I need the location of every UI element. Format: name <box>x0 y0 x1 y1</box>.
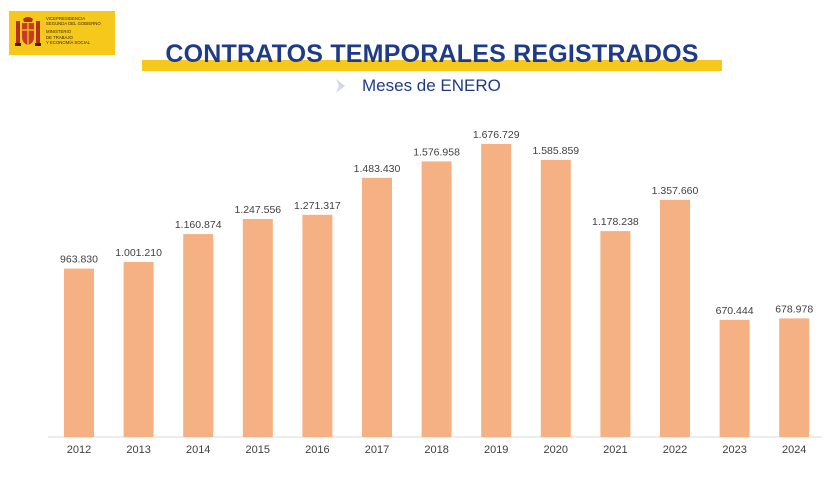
x-tick-label-2013: 2013 <box>126 444 150 456</box>
value-label-2022: 1.357.660 <box>652 185 699 197</box>
x-tick-label-2018: 2018 <box>424 444 448 456</box>
value-label-2020: 1.585.859 <box>532 145 579 157</box>
value-labels-group: 963.830 1.001.210 1.160.874 1.247.556 1.271.… <box>60 129 813 317</box>
value-label-2017: 1.483.430 <box>354 163 401 175</box>
bar-2012 <box>64 268 94 437</box>
x-tick-label-2015: 2015 <box>246 444 270 456</box>
x-tick-label-2016: 2016 <box>305 444 329 456</box>
bar-2017 <box>362 177 392 438</box>
x-tick-labels-group: 2012 2013 2014 2015 2016 2017 2018 2019 2020 2021… <box>67 444 807 456</box>
x-tick-label-2024: 2024 <box>782 444 806 456</box>
bar-2021 <box>600 231 631 437</box>
value-label-2023: 670.444 <box>716 305 754 317</box>
value-label-2016: 1.271.317 <box>294 200 341 212</box>
x-tick-label-2014: 2014 <box>186 444 210 456</box>
value-label-2013: 1.001.210 <box>115 247 162 259</box>
government-logo: VICEPRESIDENCIA SEGUNDA DEL GOBIERNO MIN… <box>9 11 115 55</box>
value-label-2018: 1.576.958 <box>413 146 460 158</box>
x-tick-label-2017: 2017 <box>365 444 389 456</box>
value-label-2019: 1.676.729 <box>473 129 520 141</box>
logo-line-5: Y ECONOMÍA SOCIAL <box>46 39 91 45</box>
bar-2016 <box>302 214 333 437</box>
bar-2018 <box>421 161 452 437</box>
logo-text: VICEPRESIDENCIA SEGUNDA DEL GOBIERNO MIN… <box>46 16 112 45</box>
bar-2015 <box>242 219 273 437</box>
x-tick-label-2021: 2021 <box>603 444 627 456</box>
bar-2022 <box>660 199 690 437</box>
logo-line-2: SEGUNDA DEL GOBIERNO <box>46 21 101 27</box>
x-tick-label-2023: 2023 <box>722 444 746 456</box>
bar-2020 <box>540 159 571 437</box>
coat-of-arms-icon <box>15 17 41 46</box>
bars-group <box>64 144 810 438</box>
bar-2024 <box>779 318 810 437</box>
bar-2014 <box>183 234 214 437</box>
x-tick-label-2020: 2020 <box>544 444 568 456</box>
logo-line-3: MINISTERIO <box>46 29 72 35</box>
x-tick-label-2022: 2022 <box>663 444 687 456</box>
x-tick-label-2012: 2012 <box>67 444 91 456</box>
chevron-right-icon <box>336 79 345 93</box>
chart-title: CONTRATOS TEMPORALES REGISTRADOS <box>165 40 699 68</box>
chart-subtitle: Meses de ENERO <box>362 76 501 95</box>
title-underline-bar <box>142 60 722 71</box>
logo-line-4: DE TRABAJO <box>46 34 73 40</box>
bar-2019 <box>481 144 512 437</box>
bar-2023 <box>719 319 750 437</box>
logo-line-1: VICEPRESIDENCIA <box>46 16 86 21</box>
value-label-2021: 1.178.238 <box>592 216 639 228</box>
value-label-2012: 963.830 <box>60 254 98 266</box>
value-label-2014: 1.160.874 <box>175 219 222 231</box>
bar-2013 <box>123 262 154 437</box>
value-label-2024: 678.978 <box>775 303 813 315</box>
value-label-2015: 1.247.556 <box>234 204 281 216</box>
x-tick-label-2019: 2019 <box>484 444 508 456</box>
